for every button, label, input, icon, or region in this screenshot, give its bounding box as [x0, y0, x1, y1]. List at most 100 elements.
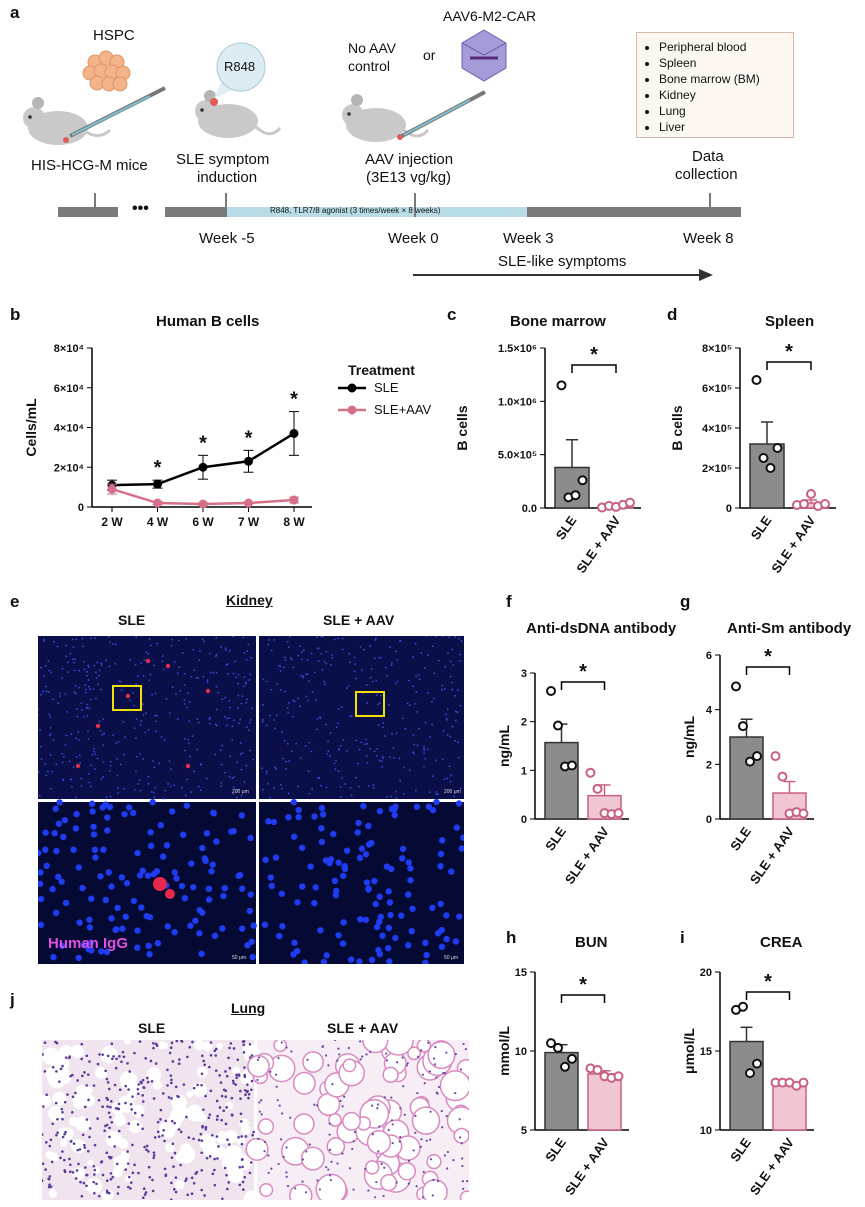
nucleus	[226, 673, 229, 675]
nucleus	[44, 664, 47, 667]
cell-nucleus	[248, 1171, 252, 1175]
nucleus	[267, 782, 269, 785]
nucleus	[177, 639, 180, 642]
nucleus	[276, 932, 283, 940]
nucleus	[138, 904, 145, 911]
nucleus	[220, 763, 223, 766]
nucleus	[142, 758, 145, 760]
cell-nucleus	[93, 1168, 97, 1172]
nucleus	[268, 639, 271, 641]
cell-nucleus	[240, 1142, 244, 1146]
nucleus	[99, 729, 102, 732]
nucleus	[382, 726, 384, 729]
nucleus	[306, 673, 309, 675]
alveolus	[259, 1182, 274, 1197]
data-point	[738, 1001, 748, 1012]
cell-nucleus	[85, 1184, 88, 1188]
x-tick-label: 7 W	[238, 515, 260, 529]
cell-nucleus	[92, 1084, 96, 1087]
cell-nucleus	[152, 1042, 155, 1045]
nucleus	[100, 846, 107, 853]
cell-nucleus	[466, 1180, 469, 1183]
nucleus	[156, 642, 159, 645]
cell-nucleus	[459, 1068, 463, 1071]
nucleus	[139, 723, 142, 726]
x-tick-label: SLE	[727, 1135, 754, 1165]
nucleus	[122, 787, 125, 790]
nucleus	[184, 794, 187, 797]
nucleus	[98, 720, 101, 723]
nucleus	[325, 650, 328, 653]
nucleus	[47, 660, 50, 663]
cell-nucleus	[258, 1110, 261, 1113]
nucleus	[80, 702, 83, 705]
nucleus	[370, 668, 373, 671]
cell-nucleus	[74, 1091, 77, 1095]
nucleus	[308, 680, 310, 682]
nucleus	[241, 752, 244, 755]
nucleus	[252, 758, 255, 761]
cell-nucleus	[277, 1162, 280, 1166]
cell-nucleus	[204, 1094, 207, 1098]
cell-nucleus	[421, 1073, 425, 1076]
nucleus	[373, 923, 381, 931]
cell-nucleus	[77, 1162, 80, 1166]
nucleus	[90, 785, 93, 788]
alveolus	[92, 1166, 101, 1174]
nucleus	[153, 796, 156, 799]
nucleus	[386, 958, 393, 964]
nucleus	[287, 711, 290, 714]
cell-nucleus	[68, 1163, 72, 1167]
alveolus	[241, 1125, 251, 1135]
nucleus	[231, 725, 234, 728]
cell-nucleus	[436, 1092, 439, 1095]
nucleus	[247, 643, 250, 646]
cell-nucleus	[164, 1174, 168, 1178]
nucleus	[57, 702, 60, 705]
cell-nucleus	[221, 1197, 224, 1200]
nucleus	[454, 719, 457, 722]
nucleus	[317, 777, 320, 780]
alveolus	[196, 1066, 208, 1078]
cell-nucleus	[347, 1046, 350, 1050]
nucleus	[213, 838, 220, 845]
nucleus	[315, 728, 318, 731]
cell-nucleus	[429, 1158, 433, 1161]
collection-item: Spleen	[659, 55, 793, 71]
nucleus	[109, 760, 112, 763]
cell-nucleus	[60, 1107, 64, 1111]
cell-nucleus	[143, 1193, 147, 1196]
nucleus	[224, 771, 226, 774]
cell-nucleus	[243, 1088, 247, 1092]
nucleus	[446, 708, 449, 711]
nucleus	[86, 916, 93, 923]
nucleus	[122, 913, 129, 920]
nucleus	[455, 710, 457, 713]
panel-a-illustrations	[23, 29, 741, 281]
y-tick-label: 5.0×10⁵	[498, 450, 537, 462]
significance-star: *	[764, 646, 772, 668]
nucleus	[61, 667, 64, 670]
nucleus	[317, 647, 320, 650]
nucleus	[70, 733, 73, 736]
y-tick-label: 3	[521, 668, 527, 680]
or-label: or	[423, 47, 436, 63]
nucleus	[242, 685, 245, 688]
data-point	[570, 490, 581, 501]
chart-c-title: Bone marrow	[510, 313, 606, 330]
nucleus	[96, 757, 99, 760]
y-tick-label: 2	[706, 759, 712, 771]
nucleus	[40, 745, 42, 748]
nucleus	[237, 673, 240, 676]
x-tick-label: SLE + AAV	[768, 513, 818, 576]
nucleus	[50, 671, 53, 674]
nucleus	[312, 884, 319, 891]
cell-nucleus	[405, 1064, 408, 1067]
cell-nucleus	[150, 1079, 154, 1083]
cell-nucleus	[460, 1142, 463, 1145]
cell-nucleus	[241, 1040, 245, 1043]
nucleus	[249, 673, 252, 676]
nucleus	[198, 659, 201, 662]
y-tick-label: 2×10⁴	[54, 462, 84, 474]
nucleus	[237, 722, 240, 725]
